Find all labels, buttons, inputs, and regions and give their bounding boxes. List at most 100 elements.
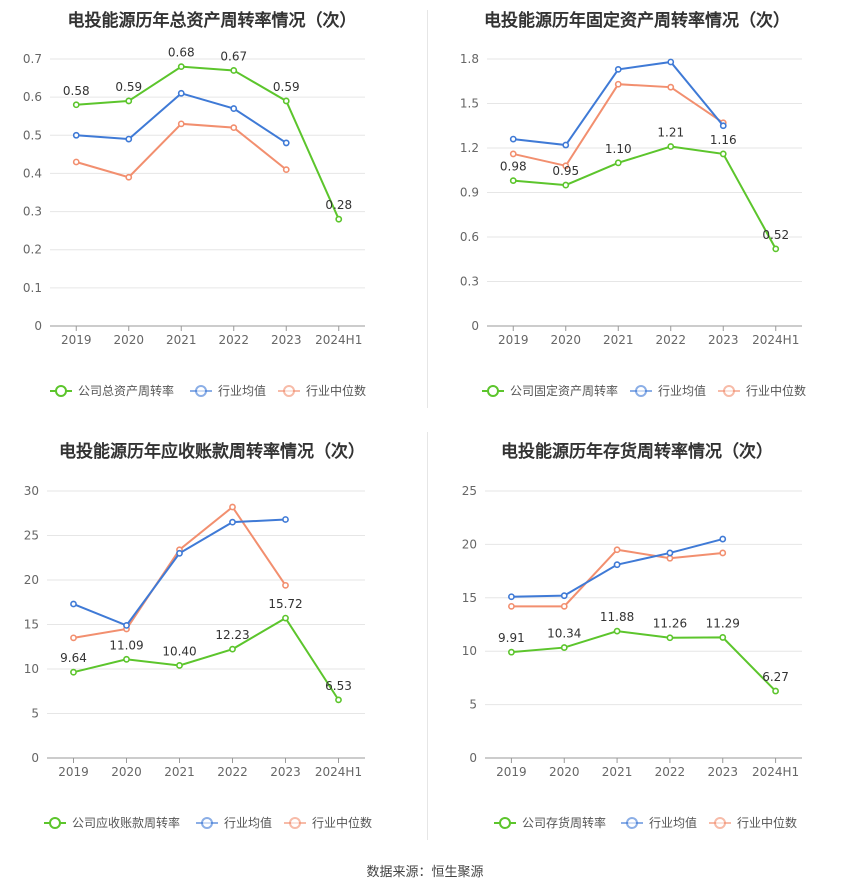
x-tick-label: 2020 (113, 333, 144, 347)
legend-marker (635, 385, 647, 397)
legend-label: 行业中位数 (746, 383, 806, 398)
legend-marker (55, 385, 67, 397)
data-label: 1.10 (605, 142, 632, 156)
chart-svg: 电投能源历年总资产周转率情况（次） 0 0.1 0.2 0.3 0.4 0.5 0.6 0.7 2… (23, 10, 366, 398)
data-point (560, 644, 568, 651)
legend-marker (626, 817, 638, 829)
legend-item: 公司存货周转率 (494, 815, 606, 830)
y-tick-label: 25 (24, 529, 39, 543)
x-tick-label: 2020 (111, 765, 142, 779)
y-tick-label: 25 (462, 484, 477, 498)
data-point (719, 549, 727, 557)
data-point (719, 122, 727, 130)
data-label: 1.21 (657, 126, 684, 140)
data-point (282, 139, 290, 147)
y-tick-label: 1.5 (460, 97, 479, 111)
y-tick-label: 0 (31, 751, 39, 765)
x-tick-label: 2024H1 (752, 765, 799, 779)
data-point (613, 561, 621, 569)
data-point (562, 181, 570, 189)
series-line (513, 145, 777, 250)
divider (427, 10, 428, 408)
y-tick-label: 0.9 (460, 186, 479, 200)
data-point (772, 245, 780, 253)
data-label: 12.23 (215, 628, 249, 642)
y-tick-label: 1.8 (460, 52, 479, 66)
y-tick-label: 5 (469, 698, 477, 712)
x-tick-label: 2020 (550, 333, 581, 347)
data-point (335, 696, 342, 704)
legend-label: 行业均值 (218, 383, 266, 398)
data-point (72, 158, 80, 166)
y-tick-label: 30 (24, 484, 39, 498)
data-point (613, 627, 621, 635)
y-tick-label: 10 (24, 662, 39, 676)
chart-title: 电投能源历年总资产周转率情况（次） (68, 10, 357, 31)
data-label: 11.88 (600, 610, 634, 624)
data-point (614, 65, 622, 73)
y-tick-label: 0.3 (460, 275, 479, 289)
data-label: 15.72 (268, 597, 302, 611)
data-point (125, 97, 133, 105)
data-point (614, 80, 622, 88)
data-label: 0.59 (115, 80, 142, 94)
data-point (614, 159, 622, 167)
data-label: 0.95 (552, 164, 579, 178)
data-point (719, 150, 727, 158)
data-point (72, 131, 80, 139)
data-point (335, 215, 343, 223)
data-label: 6.53 (325, 679, 352, 693)
data-point (123, 655, 130, 663)
data-label: 0.28 (325, 198, 352, 212)
data-point (562, 141, 570, 149)
legend-item: 公司总资产周转率 (50, 383, 174, 398)
y-tick-label: 0 (471, 319, 479, 333)
legend-label: 行业中位数 (737, 815, 797, 830)
data-point (667, 143, 675, 150)
divider (427, 432, 428, 840)
data-point (719, 535, 727, 543)
data-point (667, 83, 675, 91)
y-tick-label: 0.5 (23, 128, 42, 142)
legend-marker (201, 817, 213, 829)
data-point (560, 592, 568, 600)
legend-label: 行业均值 (224, 815, 272, 830)
data-point (509, 135, 517, 143)
data-point (508, 602, 515, 610)
data-point (509, 177, 517, 185)
x-tick-label: 2024H1 (752, 333, 799, 347)
chart-svg: 电投能源历年存货周转率情况（次） 0 5 10 15 20 25 2019 2020 2021 20… (462, 441, 802, 830)
y-tick-label: 0.7 (23, 52, 42, 66)
legend-label: 行业均值 (658, 383, 706, 398)
y-tick-label: 0.3 (23, 205, 42, 219)
series-line (511, 630, 777, 692)
chart-svg: 电投能源历年固定资产周转率情况（次） 0 0.3 0.6 0.9 1.2 1.5 1.8 201… (460, 10, 806, 398)
legend-label: 公司应收账款周转率 (72, 815, 180, 830)
legend-item: 行业均值 (621, 815, 697, 830)
data-point (123, 621, 130, 629)
y-tick-label: 20 (24, 573, 39, 587)
chart-title: 电投能源历年应收账款周转率情况（次） (59, 441, 365, 462)
legend-label: 公司固定资产周转率 (510, 383, 618, 398)
legend-label: 行业均值 (649, 815, 697, 830)
data-label: 0.67 (220, 49, 247, 63)
y-tick-label: 15 (462, 591, 477, 605)
x-tick-label: 2022 (217, 765, 248, 779)
data-label: 0.58 (63, 84, 90, 98)
data-label: 0.59 (273, 80, 300, 94)
data-point (282, 516, 289, 523)
data-point (666, 549, 674, 557)
legend-item: 公司应收账款周转率 (44, 815, 180, 830)
data-point (177, 63, 185, 71)
data-label: 10.40 (162, 644, 196, 658)
data-point (230, 105, 238, 112)
legend-item: 行业中位数 (284, 815, 372, 830)
x-tick-label: 2024H1 (315, 765, 362, 779)
x-tick-label: 2023 (270, 765, 301, 779)
data-label: 1.16 (710, 133, 737, 147)
data-point (282, 614, 289, 622)
legend-item: 行业中位数 (278, 383, 366, 398)
y-tick-label: 0.1 (23, 281, 42, 295)
chart-title: 电投能源历年存货周转率情况（次） (501, 441, 773, 462)
legend-marker (49, 817, 61, 829)
